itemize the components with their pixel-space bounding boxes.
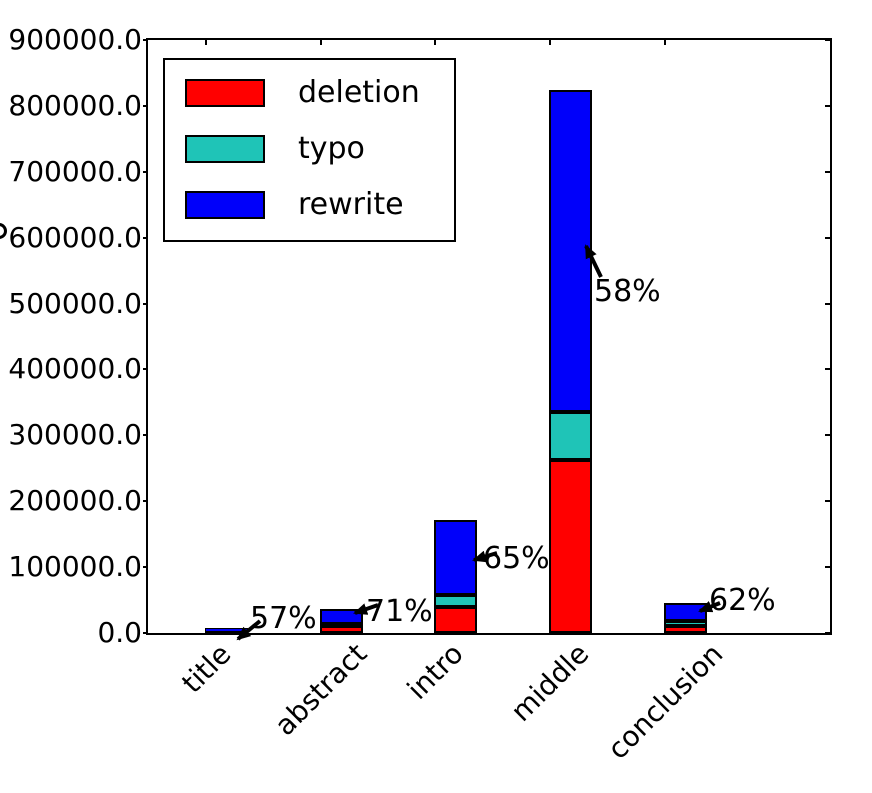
cropped-ylabel-fragment [0, 223, 7, 239]
legend-item-rewrite: rewrite [185, 190, 404, 220]
y-tick-label: 100000.0 [8, 550, 142, 584]
x-tick-label-intro: intro [400, 637, 470, 707]
legend-item-deletion: deletion [185, 78, 420, 108]
x-tick-label-conclusion: conclusion [601, 636, 730, 766]
y-tick-label: 700000.0 [8, 154, 142, 188]
legend-swatch-rewrite [185, 191, 265, 219]
legend-swatch-deletion [185, 79, 265, 107]
y-tick-label: 300000.0 [8, 418, 142, 452]
y-tick-label: 600000.0 [8, 220, 142, 254]
y-tick-label: 800000.0 [8, 88, 142, 122]
x-tick-label-title: title [174, 637, 237, 700]
y-tick-label: 200000.0 [8, 484, 142, 518]
x-tick-label-middle: middle [504, 637, 596, 729]
y-tick-label: 0.0 [97, 616, 142, 649]
legend: deletion typo rewrite [163, 58, 456, 242]
legend-label: rewrite [298, 187, 404, 222]
y-tick-label: 500000.0 [8, 286, 142, 320]
y-tick-label: 400000.0 [8, 352, 142, 386]
legend-swatch-typo [185, 135, 265, 163]
x-tick-label-abstract: abstract [268, 637, 374, 743]
legend-item-typo: typo [185, 134, 365, 164]
legend-label: typo [298, 131, 365, 166]
y-tick-label: 900000.0 [8, 23, 142, 56]
legend-label: deletion [298, 75, 420, 110]
